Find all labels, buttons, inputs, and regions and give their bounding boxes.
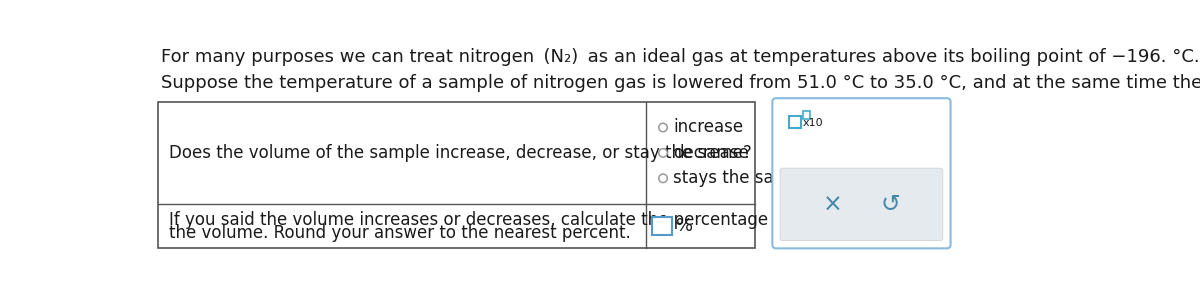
Bar (803, 111, 810, 119)
Circle shape (659, 149, 667, 157)
Text: Does the volume of the sample increase, decrease, or stay the same?: Does the volume of the sample increase, … (168, 144, 751, 162)
Text: ×: × (822, 192, 842, 217)
Bar (157, 102, 755, 248)
Text: Suppose the temperature of a sample of nitrogen gas is lowered from 51.0 °C to 3: Suppose the temperature of a sample of n… (161, 74, 1200, 92)
Bar (788, 116, 802, 128)
Text: If you said the volume increases or decreases, calculate the percentage change i: If you said the volume increases or decr… (168, 211, 854, 229)
Circle shape (659, 123, 667, 132)
Text: stays the same: stays the same (673, 169, 800, 187)
Circle shape (659, 174, 667, 182)
Text: decrease: decrease (673, 144, 749, 162)
Bar (653, 217, 672, 235)
FancyBboxPatch shape (780, 168, 943, 241)
Text: increase: increase (673, 118, 743, 136)
FancyBboxPatch shape (773, 98, 950, 248)
Text: ↺: ↺ (881, 192, 900, 217)
Text: x10: x10 (803, 118, 823, 128)
Text: %: % (677, 217, 694, 235)
Text: the volume. Round your answer to the nearest percent.: the volume. Round your answer to the nea… (168, 225, 630, 243)
Text: For many purposes we can treat nitrogen  (N₂)  as an ideal gas at temperatures a: For many purposes we can treat nitrogen … (161, 48, 1200, 66)
